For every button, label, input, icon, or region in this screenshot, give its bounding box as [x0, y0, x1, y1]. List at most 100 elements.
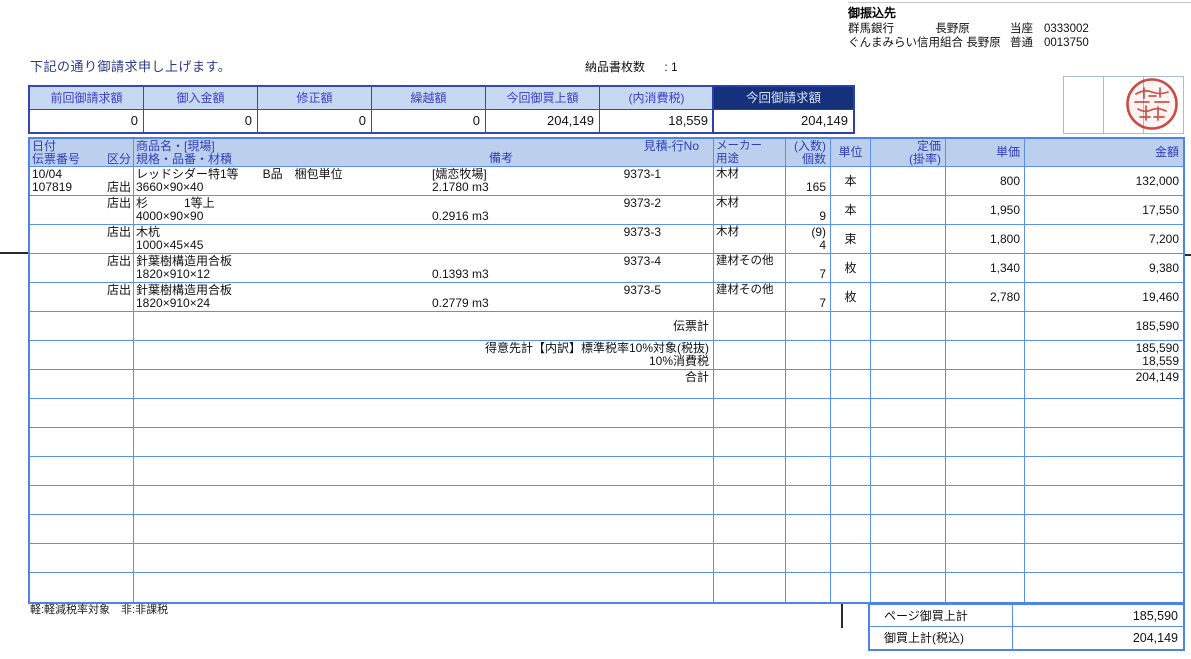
table-header-row: 日付 伝票番号 区分 商品名・[現場] 規格・品番・材積 見積-行No 備考 メ…	[30, 139, 1183, 167]
item-kind: 店出	[106, 254, 131, 268]
item-unit: 本	[831, 167, 871, 195]
item-list-price	[871, 196, 946, 224]
item-estimate-no: 9373-2	[623, 196, 661, 210]
summary-col-payment-received: 御入金額 0	[144, 87, 258, 132]
header-unit: 単位	[831, 139, 871, 166]
company-seal-icon	[1126, 78, 1178, 130]
total-with-tax-row: 御買上計(税込) 204,149	[870, 627, 1183, 649]
item-maker: 建材その他	[714, 283, 786, 311]
summary-col-previous-billed: 前回御請求額 0	[30, 87, 144, 132]
summary-header: 今回御買上額	[486, 87, 599, 110]
fold-mark-left	[0, 252, 28, 254]
header-qty-count: 個数	[801, 152, 826, 166]
summary-col-adjustment: 修正額 0	[258, 87, 372, 132]
header-amount: 金額	[1154, 145, 1179, 159]
empty-row	[30, 399, 1183, 428]
item-amount: 132,000	[1135, 173, 1179, 188]
summary-header: 繰越額	[372, 87, 485, 110]
item-qty: 7	[819, 296, 826, 310]
item-name: 針葉樹構造用合板	[136, 283, 233, 297]
header-usage: 用途	[716, 153, 739, 165]
item-unit-price: 1,340	[946, 254, 1025, 282]
item-qty: 4	[819, 238, 826, 252]
empty-row	[30, 486, 1183, 515]
item-unit: 枚	[831, 254, 871, 282]
account-type: 普通	[1010, 37, 1033, 49]
footer-totals-table: ページ御買上計 185,590 御買上計(税込) 204,149	[868, 603, 1185, 651]
top-rule	[848, 2, 1191, 3]
slip-total-amount: 185,590	[1135, 318, 1179, 333]
item-slip: 107819	[32, 180, 73, 194]
item-maker: 木材	[714, 167, 786, 195]
header-product: 商品名・[現場] 規格・品番・材積 見積-行No 備考	[134, 139, 714, 166]
item-qty-paren: (9)	[811, 225, 826, 239]
summary-col-current-purchase: 今回御買上額 204,149	[486, 87, 600, 132]
empty-row	[30, 457, 1183, 486]
line-items-table: 日付 伝票番号 区分 商品名・[現場] 規格・品番・材積 見積-行No 備考 メ…	[28, 137, 1185, 604]
item-unit-price: 2,780	[946, 283, 1025, 311]
item-estimate-no: 9373-4	[623, 254, 661, 268]
item-unit-price: 800	[946, 167, 1025, 195]
item-maker: 建材その他	[714, 254, 786, 282]
total-with-tax-value: 204,149	[1132, 631, 1178, 645]
item-maker: 木材	[714, 225, 786, 253]
empty-row	[30, 544, 1183, 573]
summary-value: 0	[30, 110, 143, 132]
fold-mark-right	[1183, 254, 1191, 256]
empty-row	[30, 515, 1183, 544]
header-date: 日付	[32, 139, 57, 153]
item-amount: 9,380	[1148, 260, 1179, 275]
header-list-price: 定価 (掛率)	[871, 139, 946, 166]
empty-row	[30, 573, 1183, 602]
current-billed-amount-value: 204,149	[801, 113, 848, 128]
item-maker: 木材	[714, 196, 786, 224]
total-with-tax-label: 御買上計(税込)	[870, 627, 1013, 649]
item-unit: 束	[831, 225, 871, 253]
grand-total-row: 合計 204,149	[30, 370, 1183, 399]
item-estimate-no: 9373-1	[623, 167, 661, 181]
item-spec: 1820×910×24	[136, 296, 211, 310]
item-kind: 店出	[106, 196, 131, 210]
bank-branch: 長野原	[966, 37, 1001, 49]
delivery-note-value: : 1	[664, 60, 678, 74]
item-unit-price: 1,800	[946, 225, 1025, 253]
item-volume: 0.1393 m3	[432, 267, 489, 281]
item-unit: 枚	[831, 283, 871, 311]
item-amount: 17,550	[1142, 202, 1179, 217]
header-product-line2: 規格・品番・材積	[136, 152, 233, 166]
page-total-value: 185,590	[1132, 609, 1178, 623]
item-volume: 0.2916 m3	[432, 209, 489, 223]
bank-account-row: ぐんまみらい信用組合 長野原 普通 0013750	[848, 36, 1191, 50]
header-remarks: 備考	[489, 151, 514, 165]
summary-table: 前回御請求額 0 御入金額 0 修正額 0 繰越額 0 今回御買上額 204,1…	[28, 85, 715, 134]
item-row: 店出 針葉樹構造用合板 9373-5 1820×910×24 0.2779 m3…	[30, 283, 1183, 312]
summary-col-tax-included: (内消費税) 18,559	[600, 87, 713, 132]
greeting-text: 下記の通り御請求申し上げます。	[30, 59, 232, 74]
bank-account-row: 群馬銀行 長野原 当座 0333002	[848, 22, 1191, 36]
item-kind: 店出	[106, 283, 131, 297]
empty-row	[30, 428, 1183, 457]
bank-name: ぐんまみらい信用組合	[848, 37, 963, 49]
item-row: 店出 木杭 9373-3 1000×45×45 木材 (9) 4 束 1,800…	[30, 225, 1183, 254]
summary-col-carryover: 繰越額 0	[372, 87, 486, 132]
item-date: 10/04	[32, 167, 63, 181]
item-kind: 店出	[106, 180, 131, 194]
account-type: 当座	[1010, 23, 1033, 35]
item-unit-price: 1,950	[946, 196, 1025, 224]
item-spec: 1000×45×45	[136, 238, 204, 252]
bank-name: 群馬銀行	[848, 23, 894, 35]
header-maker-usage: メーカー 用途	[714, 139, 786, 166]
header-product-line1: 商品名・[現場]	[136, 139, 215, 153]
item-name: 杉 1等上	[136, 196, 215, 210]
approval-stamp-boxes	[1063, 76, 1184, 134]
header-qty-paren: (入数)	[794, 139, 826, 153]
summary-value: 0	[144, 110, 257, 132]
item-list-price	[871, 225, 946, 253]
customer-total-amount-2: 18,559	[1142, 354, 1179, 368]
tax-legend: 軽:軽減税率対象 非:非課税	[30, 604, 169, 616]
item-kind: 店出	[106, 225, 131, 239]
slip-total-label: 伝票計	[134, 312, 714, 340]
item-qty: 7	[819, 267, 826, 281]
item-volume: 2.1780 m3	[432, 180, 489, 194]
